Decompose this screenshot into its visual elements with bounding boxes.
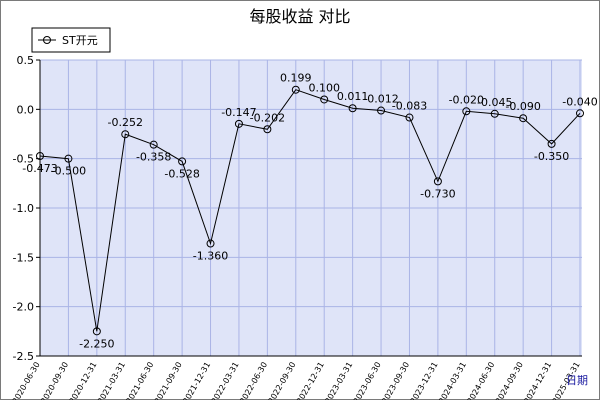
x-tick-label: 2020-06-30 (11, 361, 42, 400)
data-point (320, 95, 329, 104)
y-tick-label: 0.5 (17, 54, 35, 67)
x-axis-label: 日期 (566, 374, 588, 387)
data-point (291, 85, 300, 94)
data-label: -0.252 (108, 116, 143, 129)
series-line (39, 89, 581, 332)
data-label: -2.250 (79, 337, 114, 350)
x-tick-label: 2022-06-30 (238, 361, 269, 400)
x-tick-label: 2020-12-31 (68, 361, 99, 400)
y-tick-label: -2.0 (13, 301, 34, 314)
data-point (348, 104, 357, 113)
data-label: -1.360 (193, 250, 228, 263)
x-tick-label: 2023-03-31 (323, 361, 354, 400)
data-label: -0.528 (164, 167, 199, 180)
data-point (92, 327, 101, 336)
data-label: -0.020 (449, 93, 484, 106)
legend-marker (43, 36, 51, 44)
data-point (519, 114, 528, 123)
data-point (36, 152, 44, 161)
data-label: -0.040 (562, 95, 597, 108)
data-point (263, 125, 272, 134)
x-tick-label: 2022-09-30 (266, 361, 297, 400)
data-point (576, 109, 584, 118)
data-label: -0.350 (534, 150, 569, 163)
data-label: -0.147 (221, 106, 256, 119)
data-label: -0.500 (51, 165, 86, 178)
data-label: 0.100 (308, 81, 340, 94)
data-label: -0.012 (363, 93, 398, 106)
data-label: -0.202 (250, 111, 285, 124)
data-point (462, 107, 471, 116)
x-tick-label: 2023-09-30 (380, 361, 411, 400)
data-label: -0.358 (136, 151, 171, 164)
data-point (405, 113, 414, 122)
x-tick-label: 2020-09-30 (39, 361, 70, 400)
x-tick-label: 2022-12-31 (295, 361, 326, 400)
data-label: -0.473 (22, 162, 57, 175)
series-layer (36, 85, 584, 336)
chart-title: 每股收益 对比 (249, 7, 350, 26)
legend-label: ST开元 (62, 34, 98, 47)
label-layer: -0.473-0.500 -2.250 -0.252 -0.358 -0.528 -1.3… (22, 72, 597, 351)
y-tick-label: -1.0 (13, 202, 34, 215)
x-tick-label: 2021-03-31 (96, 361, 127, 400)
data-point (490, 109, 499, 118)
data-point (206, 239, 215, 248)
data-point (178, 157, 187, 166)
x-tick-label: 2021-12-31 (181, 361, 212, 400)
data-point (121, 130, 130, 139)
x-tick-label: 2024-09-30 (494, 361, 525, 400)
legend: ST开元 (31, 27, 111, 53)
y-tick-label: -0.5 (13, 153, 34, 166)
data-point (234, 119, 243, 128)
x-tick-label: 2021-06-30 (124, 361, 155, 400)
y-tick-label: -1.5 (13, 251, 34, 264)
x-tick-label: 2024-12-31 (522, 361, 553, 400)
x-tick-label: 2024-06-30 (465, 360, 496, 400)
data-point (433, 177, 442, 186)
data-label: 0.199 (280, 72, 312, 85)
data-point (547, 139, 556, 148)
x-tick-label: 2024-03-31 (437, 361, 468, 400)
data-label: 0.011 (337, 90, 369, 103)
data-point (149, 140, 158, 149)
data-label: -0.045 (477, 96, 512, 109)
data-point (377, 106, 386, 115)
x-tick-label: 2023-12-31 (409, 361, 440, 400)
y-tick-label: 0.0 (17, 103, 35, 116)
data-point (64, 154, 73, 163)
data-label: -0.730 (420, 187, 455, 200)
y-tick-label: -2.5 (13, 350, 34, 363)
x-tick-label: 2021-09-30 (153, 361, 184, 400)
x-tick-label: 2022-03-31 (210, 361, 241, 400)
data-label: -0.090 (505, 100, 540, 113)
x-tick-label: 2023-06-30 (352, 361, 383, 400)
data-label: -0.083 (392, 100, 427, 113)
